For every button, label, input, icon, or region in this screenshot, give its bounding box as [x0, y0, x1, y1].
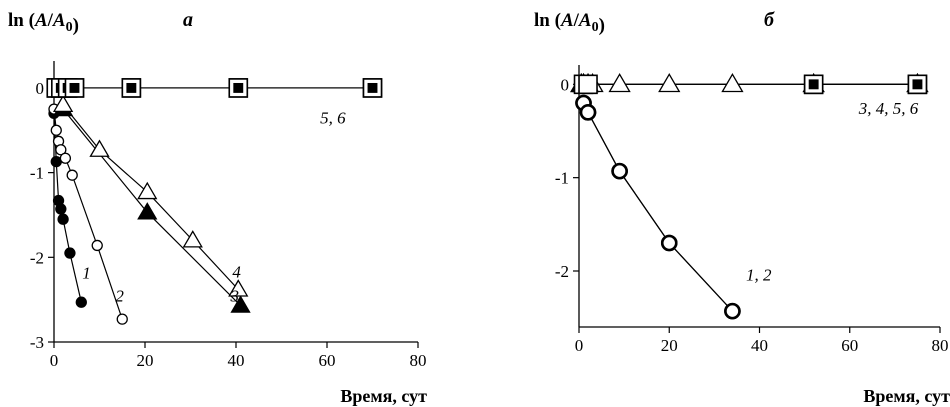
series-1-line — [582, 102, 733, 312]
series-2-point — [116, 313, 128, 325]
x-tick-label: 80 — [410, 351, 427, 370]
panel-label: б — [764, 9, 775, 31]
chart-panel-a: 0 20 40 60 80 0 -1 -2 -3 1 2 3 4 5, 6 ln (A/A0) а Время,… — [8, 9, 427, 406]
x-tick-label: 0 — [575, 336, 584, 355]
series-1-point — [55, 203, 67, 215]
series-1-point — [75, 296, 87, 308]
panel-label: а — [183, 9, 193, 31]
series-1-point — [64, 247, 76, 259]
series-annotation: 2 — [115, 286, 124, 305]
series-annotation: 3 — [230, 286, 240, 305]
series-annotation: 3, 4, 5, 6 — [858, 99, 919, 118]
chart-panel-b: 0 20 40 60 80 0 -1 -2 1, 2 3, 4, 5, 6 ln (A/A0) б Вр… — [534, 9, 950, 406]
y-axis-label: ln (A/A0) — [534, 10, 605, 36]
series-6-point-fill — [367, 82, 378, 93]
series-3-point — [721, 73, 744, 93]
x-tick-label: 60 — [319, 351, 336, 370]
series-6-point-fill — [126, 82, 137, 93]
y-tick-label: -2 — [555, 262, 569, 281]
series-4-point — [182, 230, 203, 248]
series-2-point — [579, 104, 597, 121]
y-tick-label: -3 — [30, 333, 44, 352]
series-annotation: 5, 6 — [320, 109, 346, 128]
series-4-point — [137, 181, 158, 200]
series-2-point — [611, 162, 628, 180]
series-1-point — [57, 213, 69, 225]
series-2-line — [582, 102, 733, 312]
x-tick-label: 40 — [751, 336, 768, 355]
x-tick-label: 20 — [137, 351, 154, 370]
series-2-point — [59, 152, 72, 164]
y-tick-label: -2 — [30, 248, 44, 267]
series-3-point — [658, 73, 681, 93]
x-axis-label: Время, сут — [340, 386, 427, 406]
series-2-point — [66, 169, 78, 181]
series-2-point — [91, 239, 103, 252]
series-3-point — [608, 73, 631, 93]
series-annotation: 1 — [82, 263, 91, 282]
series-6-point-fill — [233, 82, 244, 93]
series-4-point — [89, 139, 110, 157]
x-tick-label: 0 — [50, 351, 59, 370]
y-tick-label: 0 — [561, 75, 570, 94]
series-5-point — [578, 74, 598, 95]
series-3-point — [137, 202, 158, 220]
series-6-point-fill — [912, 79, 923, 90]
x-tick-label: 60 — [841, 336, 858, 355]
x-tick-label: 80 — [932, 336, 949, 355]
series-2-point — [724, 302, 741, 320]
x-axis-label: Время, сут — [863, 386, 950, 406]
series-6-point-fill — [808, 79, 819, 90]
series-2-point — [50, 124, 62, 136]
series-annotation: 1, 2 — [746, 265, 772, 284]
x-tick-label: 40 — [228, 351, 245, 370]
series-2-point — [55, 144, 67, 156]
x-tick-label: 20 — [661, 336, 678, 355]
series-annotation: 4 — [232, 263, 241, 282]
series-2-point — [660, 234, 678, 252]
series-3-point — [230, 295, 251, 313]
series-4-point — [52, 94, 74, 113]
y-axis-label: ln (A/A0) — [8, 10, 79, 36]
y-tick-label: -1 — [555, 169, 569, 188]
y-tick-label: -1 — [30, 164, 44, 183]
y-tick-label: 0 — [36, 79, 45, 98]
series-6-point-fill — [69, 82, 80, 93]
series-4-point — [228, 279, 249, 297]
